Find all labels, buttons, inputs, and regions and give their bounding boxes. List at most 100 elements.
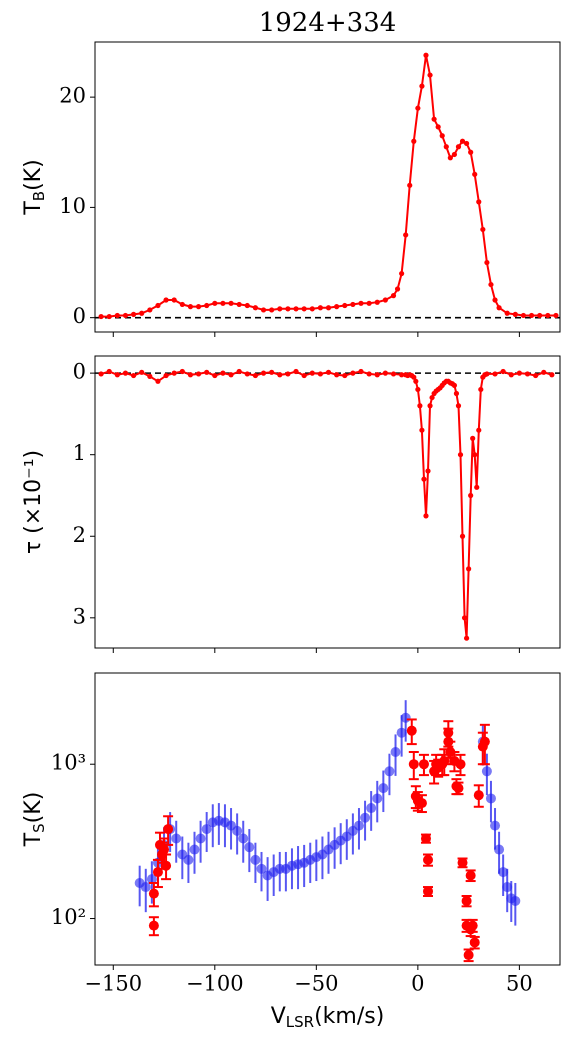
data-point: [148, 888, 159, 899]
y-tick-label: 20: [59, 84, 86, 108]
y-tick-label: 2: [73, 523, 86, 547]
data-point: [504, 310, 510, 316]
data-point: [155, 302, 161, 309]
data-point: [455, 144, 462, 150]
data-point: [228, 372, 234, 378]
chart-title: 1924+334: [259, 8, 397, 38]
data-point: [163, 297, 169, 303]
data-point: [545, 312, 551, 319]
data-point: [122, 312, 129, 319]
data-point: [309, 306, 315, 312]
data-point: [130, 372, 137, 379]
data-point: [463, 950, 474, 961]
data-point: [98, 313, 104, 320]
data-point: [171, 833, 182, 844]
data-point: [358, 368, 364, 375]
data-point: [204, 302, 210, 309]
data-point: [396, 727, 407, 738]
data-point: [163, 824, 174, 835]
data-point: [378, 783, 389, 794]
data-point: [524, 371, 531, 377]
data-point: [212, 372, 218, 379]
data-point: [382, 370, 388, 376]
data-point: [528, 312, 535, 319]
data-point: [421, 476, 427, 482]
data-point: [334, 304, 340, 310]
data-point: [533, 372, 539, 379]
label-unit: (km/s): [314, 1004, 384, 1029]
data-point: [285, 371, 291, 377]
data-point: [236, 301, 242, 308]
x-tick-label: 0: [411, 972, 424, 996]
data-point: [427, 403, 433, 409]
data-point: [445, 746, 456, 757]
data-point: [236, 368, 242, 375]
data-point: [485, 793, 496, 804]
data-point: [427, 72, 433, 78]
data-point: [439, 755, 450, 766]
data-point: [301, 306, 307, 312]
data-point: [250, 854, 261, 865]
data-point: [260, 307, 267, 313]
x-tick-label: −100: [186, 972, 244, 996]
data-point: [342, 302, 348, 309]
data-point: [366, 371, 372, 377]
data-point: [317, 371, 323, 377]
data-point: [419, 427, 425, 433]
data-point: [155, 378, 161, 384]
data-point: [451, 382, 458, 388]
data-point: [468, 149, 474, 155]
data-point: [244, 842, 255, 853]
data-point: [139, 369, 145, 375]
data-point: [301, 372, 307, 379]
data-point: [419, 83, 425, 89]
data-point: [403, 232, 409, 238]
data-point: [508, 372, 514, 378]
data-point: [484, 259, 490, 266]
data-point: [159, 844, 170, 855]
data-point: [244, 371, 250, 377]
data-point: [195, 304, 202, 310]
data-point: [480, 226, 486, 233]
data-point: [537, 312, 543, 319]
data-point: [390, 293, 397, 299]
data-point: [411, 138, 417, 144]
data-point: [492, 371, 498, 377]
data-point: [416, 798, 427, 809]
x-tick-label: −50: [294, 972, 338, 996]
y-tick-label: 10²: [51, 905, 86, 929]
data-point: [463, 140, 470, 147]
data-point: [451, 151, 458, 158]
data-point: [466, 566, 472, 572]
label-base: T: [21, 201, 46, 216]
data-point: [187, 372, 194, 378]
data-point: [106, 313, 112, 320]
data-point: [496, 305, 502, 311]
data-point: [317, 305, 323, 311]
data-point: [459, 533, 466, 539]
data-point: [549, 372, 555, 378]
data-point: [474, 484, 480, 490]
data-point: [114, 312, 120, 319]
plot-frame: [94, 672, 561, 966]
data-point: [293, 306, 299, 312]
data-point: [260, 370, 267, 376]
data-point: [334, 372, 340, 378]
data-point: [457, 857, 468, 868]
data-point: [411, 374, 417, 380]
label-base: τ (×10⁻¹): [21, 450, 46, 554]
data-point: [461, 615, 468, 621]
data-point: [435, 124, 441, 130]
data-point: [342, 372, 348, 379]
data-point: [256, 863, 267, 874]
y-tick-label: 10: [59, 194, 86, 218]
data-point: [500, 368, 506, 375]
data-point: [415, 105, 421, 111]
data-point: [252, 372, 259, 379]
data-point: [384, 766, 395, 777]
data-point: [309, 370, 315, 376]
data-point: [407, 182, 413, 188]
data-point: [443, 727, 454, 738]
data-point: [147, 307, 153, 313]
data-point: [461, 895, 472, 906]
